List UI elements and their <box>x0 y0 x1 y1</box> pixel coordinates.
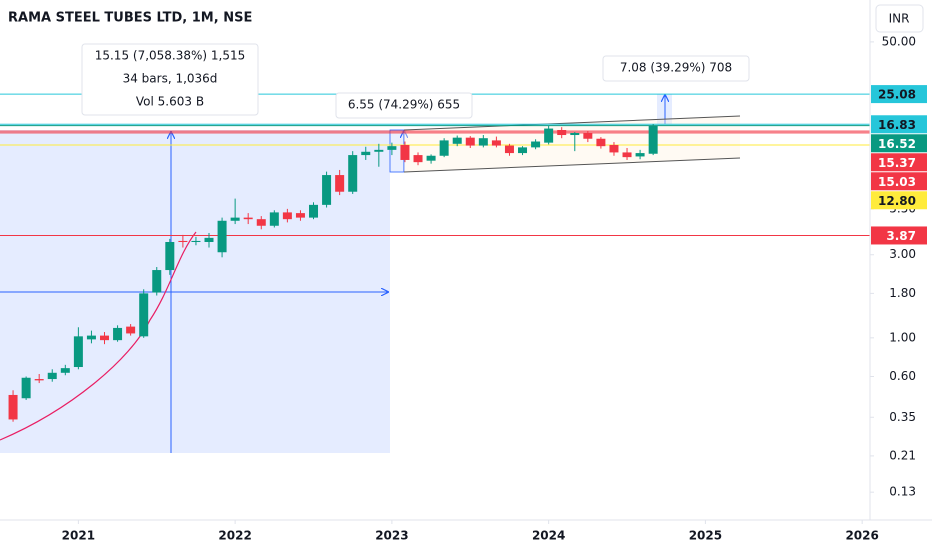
x-tick-label: 2021 <box>62 529 95 543</box>
candle-body <box>34 379 44 381</box>
candle-body <box>21 377 31 399</box>
currency-button[interactable] <box>875 4 924 33</box>
y-tick-label: 1.80 <box>889 286 916 300</box>
candle-body <box>491 140 501 146</box>
y-tick-label: 3.00 <box>889 247 916 261</box>
candle-body <box>557 130 567 136</box>
candle-body <box>126 326 136 334</box>
price-label: 16.52 <box>878 137 916 151</box>
candle-body <box>361 151 371 156</box>
candle-body <box>295 213 305 218</box>
x-tick-label: 2023 <box>375 529 408 543</box>
price-label: 15.37 <box>878 156 916 170</box>
candle-body <box>518 147 528 154</box>
price-label: 3.87 <box>886 229 916 243</box>
candle-body <box>152 270 162 293</box>
candle-body <box>622 152 632 158</box>
candle-body <box>8 394 18 420</box>
price-axis <box>870 0 932 550</box>
candle-body <box>531 141 541 148</box>
candle-body <box>191 240 201 242</box>
price-label: 15.03 <box>878 175 916 189</box>
candle-body <box>204 237 214 242</box>
measure-label: 34 bars, 1,036d <box>123 72 218 86</box>
x-tick-label: 2025 <box>689 529 722 543</box>
price-label-bg <box>871 85 927 104</box>
candle-body <box>478 138 488 146</box>
candle-body <box>178 240 188 242</box>
y-tick-label: 50.00 <box>882 34 916 48</box>
candle-body <box>439 140 449 156</box>
trend-line <box>403 115 741 131</box>
candle-body <box>217 220 227 253</box>
price-label-bg <box>871 172 927 191</box>
candle-body <box>335 175 345 192</box>
candle-body <box>544 128 554 143</box>
measure-label: Vol 5.603 B <box>136 95 204 109</box>
candle-body <box>139 293 149 337</box>
price-label: 12.80 <box>878 194 916 208</box>
y-tick-label: 0.21 <box>889 448 916 462</box>
price-label-bg <box>871 134 927 153</box>
measure-label: 7.08 (39.29%) 708 <box>620 61 732 75</box>
plot-area <box>0 93 870 453</box>
candle-body <box>387 146 397 150</box>
candle-body <box>282 212 292 220</box>
y-tick-label: 0.60 <box>889 369 916 383</box>
price-label: 25.08 <box>878 88 916 102</box>
price-label-bg <box>871 153 927 172</box>
candle-body <box>113 327 123 341</box>
x-tick-label: 2022 <box>218 529 251 543</box>
price-label-bg <box>871 115 927 134</box>
price-label-bg <box>871 226 927 245</box>
candle-body <box>583 132 593 139</box>
measure-label-box <box>602 55 750 82</box>
measure-label: 15.15 (7,058.38%) 1,515 <box>95 49 246 63</box>
candle-body <box>413 155 423 163</box>
trend-line <box>403 157 741 173</box>
measure-label-box <box>335 92 473 119</box>
candle-body <box>426 155 436 161</box>
candle-body <box>322 175 332 205</box>
candle-body <box>165 241 175 271</box>
candle-body <box>348 155 358 192</box>
currency-label[interactable]: INR <box>889 12 910 26</box>
x-tick-label: 2024 <box>532 529 565 543</box>
candle-body <box>269 212 279 226</box>
candle-body <box>243 217 253 220</box>
candle-body <box>648 125 658 154</box>
measure-label: 6.55 (74.29%) 655 <box>348 98 460 112</box>
measure-label-box <box>81 43 259 116</box>
candle-body <box>374 149 384 152</box>
candle-body <box>100 335 110 341</box>
candle-body <box>609 144 619 153</box>
candle-body <box>635 153 645 157</box>
candle-body <box>256 219 266 226</box>
candle-body <box>309 204 319 218</box>
price-label: 16.83 <box>878 118 916 132</box>
y-tick-label: 1.00 <box>889 330 916 344</box>
price-label-bg <box>871 191 927 210</box>
x-tick-label: 2026 <box>845 529 878 543</box>
chart-title: RAMA STEEL TUBES LTD, 1M, NSE <box>8 11 252 26</box>
candle-body <box>86 335 96 340</box>
candle-body <box>73 336 83 368</box>
candle-body <box>230 217 240 221</box>
candle-body <box>570 132 580 136</box>
candle-body <box>504 145 514 154</box>
candle-body <box>596 138 606 147</box>
candle-body <box>452 137 462 144</box>
y-tick-label: 0.13 <box>889 485 916 499</box>
candle-body <box>400 144 410 160</box>
candle-body <box>60 368 70 373</box>
y-tick-label: 0.35 <box>889 410 916 424</box>
candle-body <box>47 372 57 380</box>
candle-body <box>465 137 475 146</box>
